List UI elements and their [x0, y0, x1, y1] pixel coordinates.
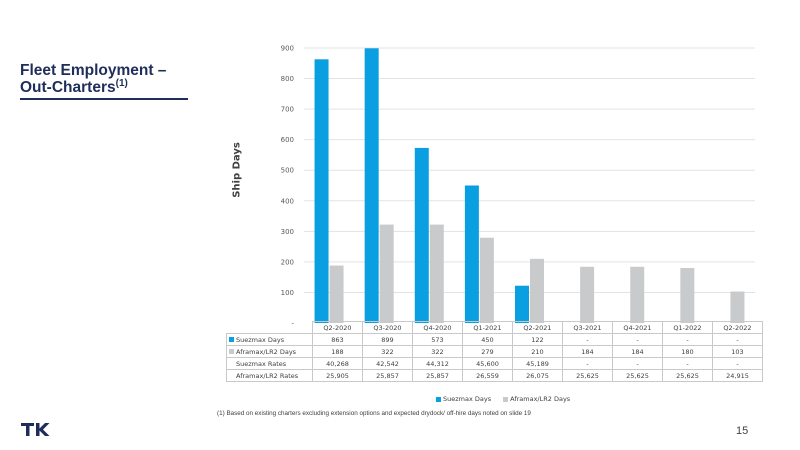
bar-aframax: [329, 265, 344, 323]
tk-logo-icon: [21, 423, 50, 436]
x-tick-label: Q3-2021: [562, 321, 613, 334]
legend-item: Suezmax Days: [436, 395, 491, 403]
table-cell: 26,559: [462, 369, 513, 382]
table-cell: 450: [462, 333, 513, 346]
x-tick-label: Q1-2022: [662, 321, 713, 334]
y-tick-label: 200: [281, 258, 294, 266]
table-cell: 45,189: [512, 357, 563, 370]
table-cell: 279: [462, 345, 513, 358]
y-tick-label: -: [291, 320, 294, 328]
table-cell: 863: [312, 333, 363, 346]
table-cell: 42,542: [362, 357, 413, 370]
table-cell: -: [612, 333, 663, 346]
bar-aframax: [730, 291, 745, 323]
legend-key-icon: [503, 396, 509, 402]
bar-aframax: [530, 258, 544, 323]
table-cell: 25,625: [662, 369, 713, 382]
y-tick-label: 300: [281, 228, 294, 236]
slide-title-line2: Out-Charters: [20, 79, 116, 96]
table-cell: 188: [312, 345, 363, 358]
bar-suezmax: [414, 147, 429, 323]
table-cell: 25,905: [312, 369, 363, 382]
bar-aframax: [580, 266, 595, 323]
bar-suezmax: [314, 59, 329, 324]
bar-suezmax: [364, 48, 379, 324]
footnote: (1) Based on existing charters excluding…: [217, 410, 531, 417]
table-row-label: Aframax/LR2 Days: [226, 345, 313, 358]
table-row: Suezmax Rates 40,268 42,542 44,312 45,600 45,…: [226, 357, 763, 370]
bar-aframax: [680, 268, 695, 323]
bar-aframax: [630, 266, 645, 323]
y-tick-label: 500: [281, 167, 294, 175]
bar-aframax: [429, 224, 444, 323]
legend-item: Aframax/LR2 Days: [503, 395, 570, 403]
legend-key-icon: [229, 337, 234, 342]
table-cell: 40,268: [312, 357, 363, 370]
table-cell: 24,915: [712, 369, 763, 382]
table-cell: 210: [512, 345, 563, 358]
table-cell: 322: [412, 345, 463, 358]
bar-suezmax: [464, 185, 479, 323]
legend-key-icon: [436, 396, 441, 402]
table-row-label: Suezmax Days: [226, 333, 313, 346]
page-number: 15: [736, 425, 749, 437]
table-cell: 899: [362, 333, 413, 346]
table-cell: 25,857: [362, 369, 413, 382]
table-cell: 122: [512, 333, 563, 346]
table-cell: 184: [562, 345, 613, 358]
table-cell: -: [562, 357, 613, 370]
table-cell: -: [662, 357, 713, 370]
bar-aframax: [379, 224, 394, 323]
table-cell: 103: [712, 345, 763, 358]
title-underline: [20, 98, 188, 100]
table-cell: -: [712, 333, 763, 346]
x-tick-label: Q1-2021: [462, 321, 513, 334]
y-tick-label: 700: [281, 106, 294, 114]
x-tick-label: Q4-2020: [412, 321, 463, 334]
x-tick-label: Q3-2020: [362, 321, 413, 334]
table-row: Aframax/LR2 Rates 25,905 25,857 25,857 26,55…: [226, 369, 763, 382]
chart-legend: Suezmax Days Aframax/LR2 Days: [430, 395, 576, 403]
bar-suezmax: [515, 285, 529, 323]
table-cell: -: [712, 357, 763, 370]
y-tick-label: 600: [281, 136, 294, 144]
slide-title: Fleet Employment – Out-Charters(1): [20, 62, 195, 96]
table-cell: -: [562, 333, 613, 346]
table-cell: -: [662, 333, 713, 346]
table-row-label: Aframax/LR2 Rates: [226, 369, 313, 382]
x-tick-label: Q2-2021: [512, 321, 563, 334]
table-cell: 322: [362, 345, 413, 358]
table-row-label: Suezmax Rates: [226, 357, 313, 370]
slide-title-line1: Fleet Employment –: [20, 62, 167, 79]
y-tick-label: 100: [281, 289, 294, 297]
title-footnote-marker: (1): [115, 77, 128, 89]
table-cell: 180: [662, 345, 713, 358]
table-cell: 44,312: [412, 357, 463, 370]
table-cell: 184: [612, 345, 663, 358]
table-cell: -: [612, 357, 663, 370]
table-cell: 25,625: [562, 369, 613, 382]
table-row: Aframax/LR2 Days 188 322 322 279 210 184 184 180…: [226, 345, 763, 358]
table-cell: 26,075: [512, 369, 563, 382]
chart-data-table: Q2-2020 Q3-2020 Q4-2020 Q1-2021 Q2-2021 Q3-20…: [226, 321, 763, 382]
table-cell: 573: [412, 333, 463, 346]
x-tick-label: Q2-2020: [312, 321, 363, 334]
table-cell: 25,857: [412, 369, 463, 382]
x-tick-label: Q2-2022: [712, 321, 763, 334]
legend-key-icon: [229, 349, 234, 354]
bar-aframax: [479, 237, 494, 323]
y-tick-label: 800: [281, 75, 294, 83]
table-cell: 25,625: [612, 369, 663, 382]
table-cell: 45,600: [462, 357, 513, 370]
table-row: Suezmax Days 863 899 573 450 122- - - -: [226, 333, 763, 346]
y-tick-label: 400: [281, 197, 294, 205]
x-tick-label: Q4-2021: [612, 321, 663, 334]
y-tick-label: 900: [281, 45, 294, 53]
